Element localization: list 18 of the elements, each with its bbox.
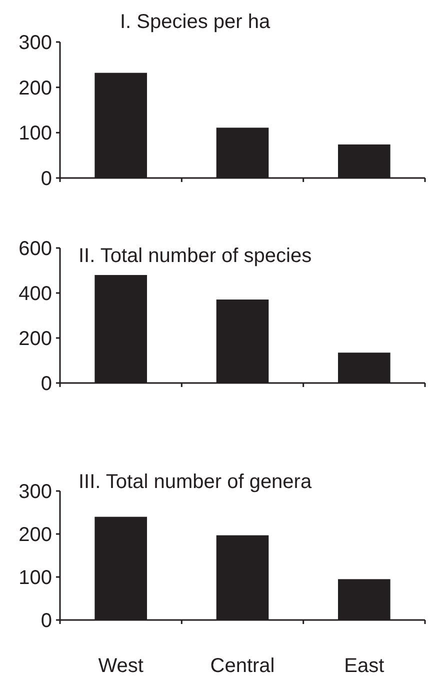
y-tick-label: 200 <box>18 77 52 100</box>
x-tick-label: East <box>344 655 385 677</box>
y-tick-label: 0 <box>40 610 52 632</box>
y-tick-label: 300 <box>18 481 52 503</box>
y-tick-label: 200 <box>18 328 52 350</box>
y-tick-label: 100 <box>18 122 52 145</box>
y-tick-label: 0 <box>40 168 52 190</box>
x-tick-label: West <box>98 655 144 677</box>
y-tick-label: 300 <box>18 32 52 54</box>
chart-title: II. Total number of species <box>78 245 312 267</box>
y-tick-label: 200 <box>18 524 52 546</box>
y-tick-label: 100 <box>18 567 52 589</box>
x-tick-label: Central <box>210 655 275 677</box>
chart-title: I. Species per ha <box>120 11 271 33</box>
y-tick-label: 0 <box>40 373 52 395</box>
y-tick-label: 400 <box>18 283 52 305</box>
chart-title: III. Total number of genera <box>78 471 312 493</box>
y-tick-label: 600 <box>18 238 52 260</box>
